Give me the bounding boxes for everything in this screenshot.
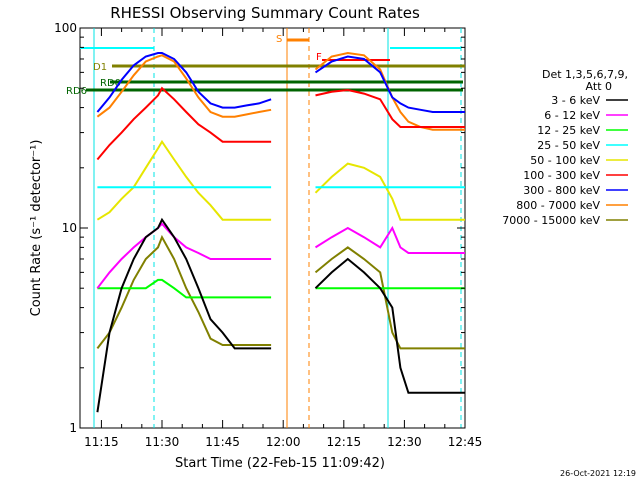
annotation-s: S	[276, 34, 282, 45]
instrument-state-overlays: D1 RD0 RD6 S F	[66, 28, 465, 428]
legend: Det 1,3,5,6,7,9, Att 0 3 - 6 keV 6 - 12 k…	[502, 68, 628, 227]
x-axis: 11:15 11:30 11:45 12:00 12:15 12:30 12:45	[84, 28, 482, 449]
series-line	[96, 52, 272, 113]
plot-frame	[79, 27, 466, 429]
legend-header: Det 1,3,5,6,7,9,	[542, 68, 628, 81]
x-tick-label: 11:30	[145, 435, 180, 449]
footer-stamp: 26-Oct-2021 12:19	[560, 469, 636, 478]
legend-header: Att 0	[586, 80, 612, 93]
y-tick-label: 10	[62, 221, 77, 235]
legend-label: 100 - 300 keV	[523, 169, 600, 182]
x-tick-label: 12:30	[387, 435, 422, 449]
series-line	[314, 55, 465, 113]
legend-label: 7000 - 15000 keV	[502, 214, 600, 227]
series-line	[314, 246, 465, 350]
series-line	[96, 234, 272, 350]
series-line	[315, 88, 465, 128]
series-line	[314, 162, 465, 221]
x-tick-label: 12:45	[448, 435, 483, 449]
series-line	[96, 86, 272, 161]
legend-label: 50 - 100 keV	[530, 154, 600, 167]
legend-label: 25 - 50 keV	[537, 139, 600, 152]
x-tick-label: 11:15	[84, 435, 119, 449]
y-axis-label: Count Rate (s⁻¹ detector⁻¹)	[29, 140, 44, 317]
x-tick-label: 11:45	[205, 435, 240, 449]
series-line	[96, 139, 272, 221]
series-line	[314, 51, 465, 131]
series-line	[96, 217, 272, 413]
annotation-d1: D1	[93, 62, 107, 73]
annotation-rd0: RD0	[100, 78, 121, 89]
series-line	[96, 222, 272, 289]
series-layer	[96, 51, 465, 413]
series-line	[314, 225, 465, 254]
y-axis: 1 10 100	[54, 21, 465, 435]
legend-label: 6 - 12 keV	[544, 109, 600, 122]
legend-label: 300 - 800 keV	[523, 184, 600, 197]
series-line	[314, 257, 465, 394]
legend-label: 3 - 6 keV	[551, 94, 600, 107]
chart-title: RHESSI Observing Summary Count Rates	[110, 4, 420, 22]
legend-label: 800 - 7000 keV	[516, 199, 600, 212]
x-tick-label: 12:15	[327, 435, 362, 449]
y-tick-label: 1	[69, 421, 77, 435]
y-tick-label: 100	[54, 21, 77, 35]
x-axis-label: Start Time (22-Feb-15 11:09:42)	[175, 456, 385, 471]
annotation-f: F	[316, 52, 322, 63]
x-tick-label: 12:00	[266, 435, 301, 449]
series-line	[97, 278, 272, 299]
annotation-rd6: RD6	[66, 86, 87, 97]
legend-label: 12 - 25 keV	[537, 124, 600, 137]
series-line	[96, 54, 272, 118]
